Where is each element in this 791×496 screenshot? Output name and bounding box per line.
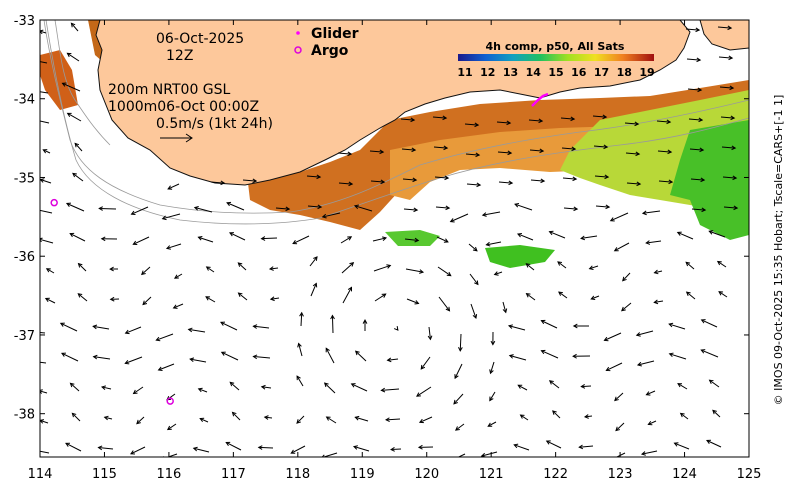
colorbar-tick-label: 12 [480,66,495,79]
info-line-2: 1000m06-Oct 00:00Z [108,99,259,115]
x-tick-label: 125 [737,467,762,482]
x-tick-label: 121 [479,467,504,482]
glider-legend-icon [296,31,300,35]
x-tick-label: 117 [221,467,246,482]
current-arrow [259,447,273,448]
current-arrow [99,208,116,209]
current-arrow-head [30,360,34,364]
colorbar-title: 4h comp, p50, All Sats [486,40,625,53]
colorbar-tick-label: 15 [548,66,563,79]
x-tick-label: 122 [543,467,568,482]
legend-argo: Argo [311,43,349,59]
x-tick-label: 120 [414,467,439,482]
colorbar-tick-label: 13 [503,66,518,79]
legend-glider: Glider [311,26,359,42]
colorbar-tick-label: 18 [617,66,632,79]
x-tick-label: 124 [672,467,697,482]
y-tick-label: -34 [14,93,35,108]
x-tick-label: 123 [608,467,633,482]
y-tick-label: -38 [14,408,35,423]
colorbar-tick-label: 16 [571,66,587,79]
current-arrow-head [449,458,453,461]
map-hour: 12Z [166,48,193,64]
colorbar-tick-label: 19 [639,66,654,79]
side-caption: © IMOS 09-Oct-2025 15:35 Hobart; Tscale=… [772,95,785,406]
x-tick-label: 119 [350,467,375,482]
colorbar-tick-label: 17 [594,66,609,79]
current-arrow-head [35,59,39,63]
current-arrow [301,313,302,326]
y-tick-label: -36 [14,250,35,265]
current-arrow-head [35,208,39,212]
current-arrow [262,238,277,239]
x-tick-label: 118 [285,467,310,482]
current-arrow-head [34,449,38,453]
colorbar [458,54,654,61]
x-tick-label: 116 [156,467,181,482]
current-arrow [332,315,333,333]
x-tick-label: 114 [28,467,53,482]
colorbar-tick-label: 14 [526,66,542,79]
x-tick-label: 115 [92,467,117,482]
y-tick-label: -37 [14,329,35,344]
scale-label: 0.5m/s (1kt 24h) [156,116,273,132]
y-tick-label: -35 [14,171,35,186]
y-tick-label: -33 [14,14,35,29]
current-arrow-head [610,457,614,460]
colorbar-tick-label: 11 [457,66,472,79]
colorbar-ticks: 11 12 13 14 15 16 17 18 19 [457,66,654,79]
current-arrow-head [36,119,40,123]
info-line-1: 200m NRT00 GSL [108,82,231,98]
map-date: 06-Oct-2025 [156,31,244,47]
